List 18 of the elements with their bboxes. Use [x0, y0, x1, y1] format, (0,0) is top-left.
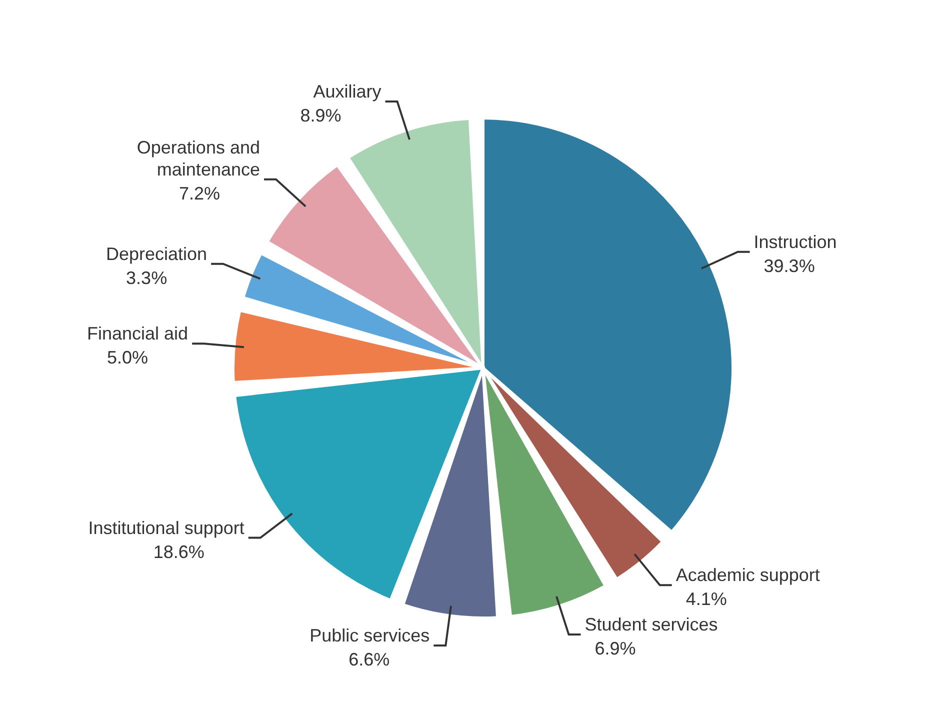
data-label: 6.9%	[594, 638, 636, 659]
data-label: 8.9%	[300, 105, 342, 126]
slice-label: Student services	[584, 614, 718, 635]
data-label: 6.6%	[348, 649, 390, 670]
data-label: 7.2%	[178, 183, 220, 204]
slice-label: Public services	[310, 625, 430, 646]
slice-label: Operations and maintenance	[136, 137, 260, 180]
data-label: 3.3%	[126, 268, 168, 288]
slice-label: Financial aid	[87, 324, 188, 344]
data-label: 4.1%	[686, 589, 727, 610]
data-label: 18.6%	[153, 542, 204, 562]
slice-label: Institutional support	[88, 518, 244, 538]
slice-label: Instruction	[754, 232, 837, 252]
slice-label: Auxiliary	[313, 81, 382, 102]
slice-label: Academic support	[676, 565, 820, 586]
slice-label: Depreciation	[106, 244, 208, 264]
data-label: 5.0%	[107, 348, 148, 368]
data-label: 39.3%	[764, 256, 815, 276]
